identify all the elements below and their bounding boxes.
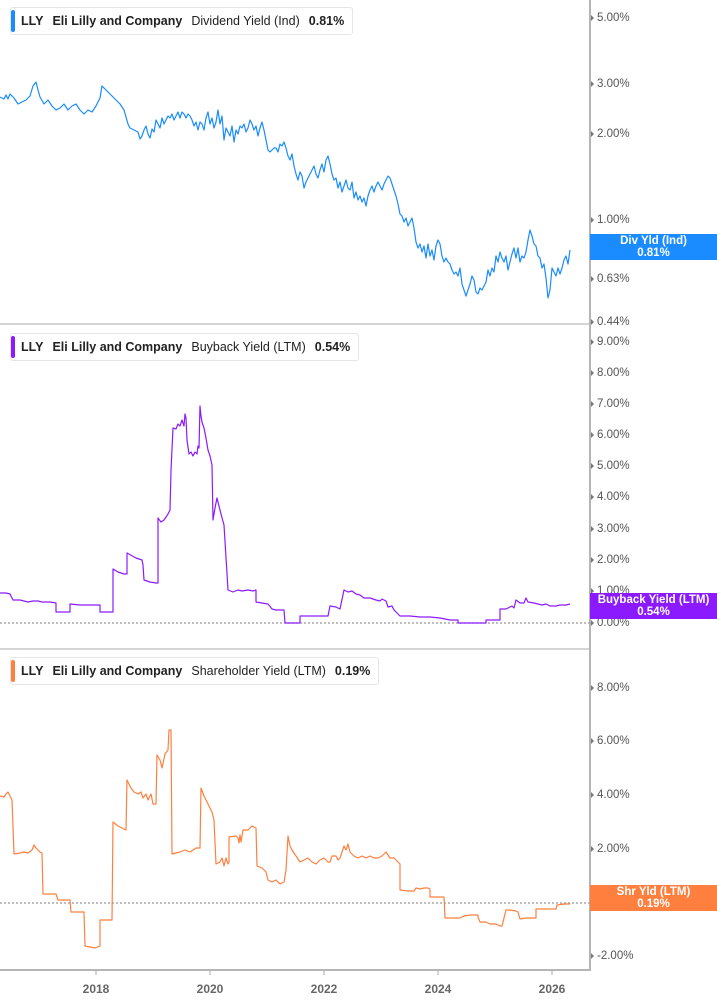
x-tick-label: 2022: [310, 982, 338, 996]
legend-value: 0.19%: [334, 664, 371, 678]
legend-value: 0.54%: [314, 340, 351, 354]
legend-value: 0.81%: [308, 14, 345, 28]
y-tick-marks: [591, 15, 594, 959]
y-tick-label: -2.00%: [597, 950, 634, 962]
y-tick-label: 4.00%: [597, 789, 630, 801]
badge-label: Shr Yld (LTM): [616, 886, 691, 898]
x-axis-ticks: [95, 970, 553, 975]
y-tick-label: 2.00%: [597, 843, 630, 855]
series-color-swatch: [11, 10, 15, 32]
x-tick-label: 2024: [424, 982, 452, 996]
legend-shareholder-yield[interactable]: LLY Eli Lilly and Company Shareholder Yi…: [10, 657, 380, 685]
x-tick-label: 2018: [82, 982, 110, 996]
current-value-badge-buyback: Buyback Yield (LTM) 0.54%: [590, 593, 717, 619]
y-tick-label: 7.00%: [597, 398, 630, 410]
dividend-yield-series: [0, 81, 571, 299]
buyback-yield-series: [0, 405, 571, 624]
legend-ticker: LLY: [21, 664, 44, 678]
y-tick-label: 5.00%: [597, 12, 630, 24]
y-tick-label: 2.00%: [597, 128, 630, 140]
legend-dividend-yield[interactable]: LLY Eli Lilly and Company Dividend Yield…: [10, 7, 354, 35]
y-tick-label: 0.44%: [597, 316, 630, 328]
series-color-swatch: [11, 336, 15, 358]
y-tick-label: 5.00%: [597, 460, 630, 472]
current-value-badge-shareholder: Shr Yld (LTM) 0.19%: [590, 885, 717, 911]
legend-company: Eli Lilly and Company: [52, 14, 183, 28]
y-tick-label: 4.00%: [597, 491, 630, 503]
shareholder-yield-series: [0, 729, 570, 949]
y-tick-label: 0.00%: [597, 617, 630, 629]
y-tick-label: 1.00%: [597, 214, 630, 226]
legend-buyback-yield[interactable]: LLY Eli Lilly and Company Buyback Yield …: [10, 333, 360, 361]
y-tick-label: 3.00%: [597, 78, 630, 90]
badge-label: Div Yld (Ind): [620, 235, 687, 247]
badge-value: 0.81%: [637, 247, 670, 259]
current-value-badge-dividend: Div Yld (Ind) 0.81%: [590, 234, 717, 260]
legend-company: Eli Lilly and Company: [52, 340, 183, 354]
x-tick-label: 2026: [538, 982, 566, 996]
y-tick-label: 9.00%: [597, 336, 630, 348]
y-tick-label: 8.00%: [597, 682, 630, 694]
legend-metric: Shareholder Yield (LTM): [191, 664, 326, 678]
series-color-swatch: [11, 660, 15, 682]
legend-ticker: LLY: [21, 340, 44, 354]
legend-company: Eli Lilly and Company: [52, 664, 183, 678]
y-tick-label: 2.00%: [597, 554, 630, 566]
y-tick-label: 6.00%: [597, 735, 630, 747]
legend-metric: Dividend Yield (Ind): [191, 14, 300, 28]
y-tick-label: 3.00%: [597, 523, 630, 535]
badge-label: Buyback Yield (LTM): [597, 594, 710, 606]
y-tick-label: 8.00%: [597, 367, 630, 379]
x-tick-label: 2020: [196, 982, 224, 996]
legend-ticker: LLY: [21, 14, 44, 28]
y-tick-label: 0.63%: [597, 273, 630, 285]
y-tick-label: 6.00%: [597, 429, 630, 441]
badge-value: 0.19%: [637, 898, 670, 910]
legend-metric: Buyback Yield (LTM): [191, 340, 306, 354]
badge-value: 0.54%: [637, 606, 670, 618]
